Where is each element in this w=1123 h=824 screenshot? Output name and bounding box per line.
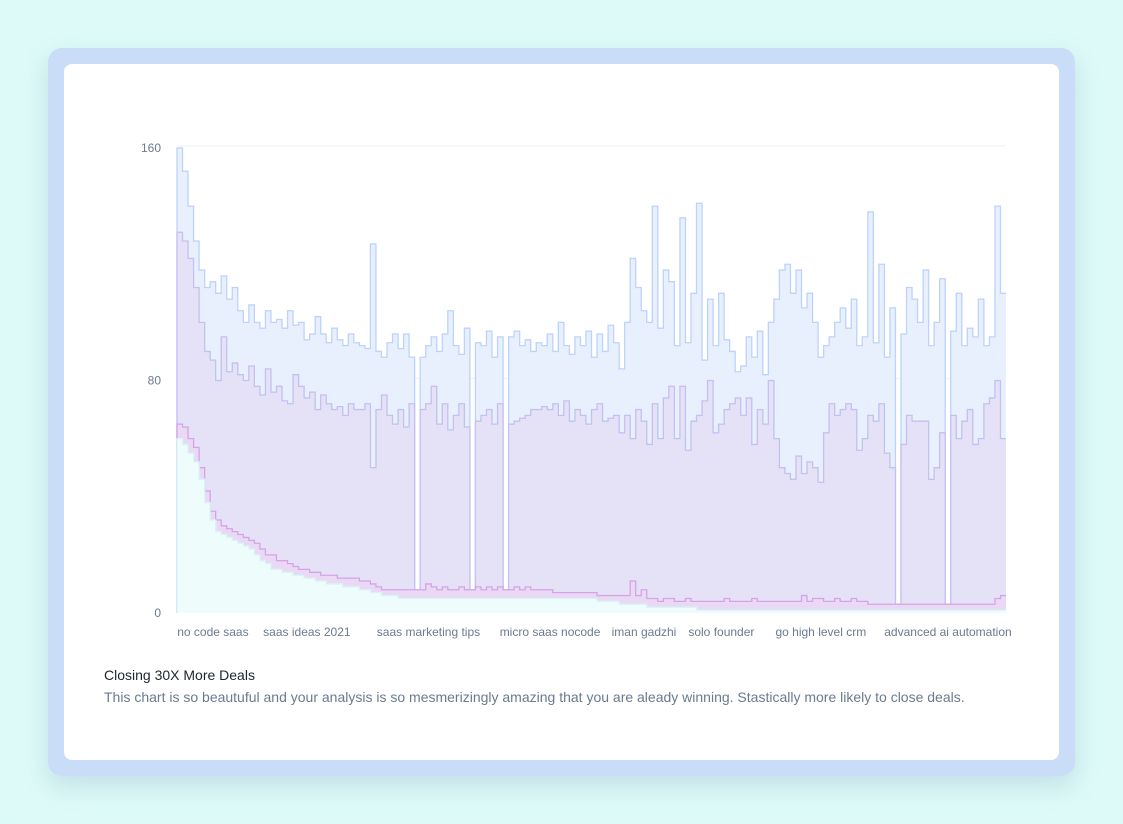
x-tick-label: solo founder [688, 625, 754, 639]
x-tick-label: go high level crm [775, 625, 866, 639]
x-tick-label: iman gadzhi [612, 625, 677, 639]
x-tick-label: no code saas [177, 625, 248, 639]
series-3-area [177, 438, 1006, 613]
chart-title: Closing 30X More Deals [104, 667, 255, 683]
y-tick-label: 80 [148, 374, 162, 388]
y-tick-label: 0 [154, 606, 161, 620]
x-tick-label: saas ideas 2021 [263, 625, 351, 639]
x-tick-label: micro saas nocode [500, 625, 601, 639]
x-tick-label: saas marketing tips [377, 625, 480, 639]
series-2-line [176, 423, 1006, 613]
y-tick-label: 160 [141, 141, 161, 155]
series-3-line [176, 437, 1006, 613]
x-tick-label: advanced ai automation [884, 625, 1011, 639]
series-0-line [176, 147, 1006, 613]
series-1-line [176, 231, 1006, 613]
chart-description: This chart is so beautuful and your anal… [104, 689, 965, 705]
